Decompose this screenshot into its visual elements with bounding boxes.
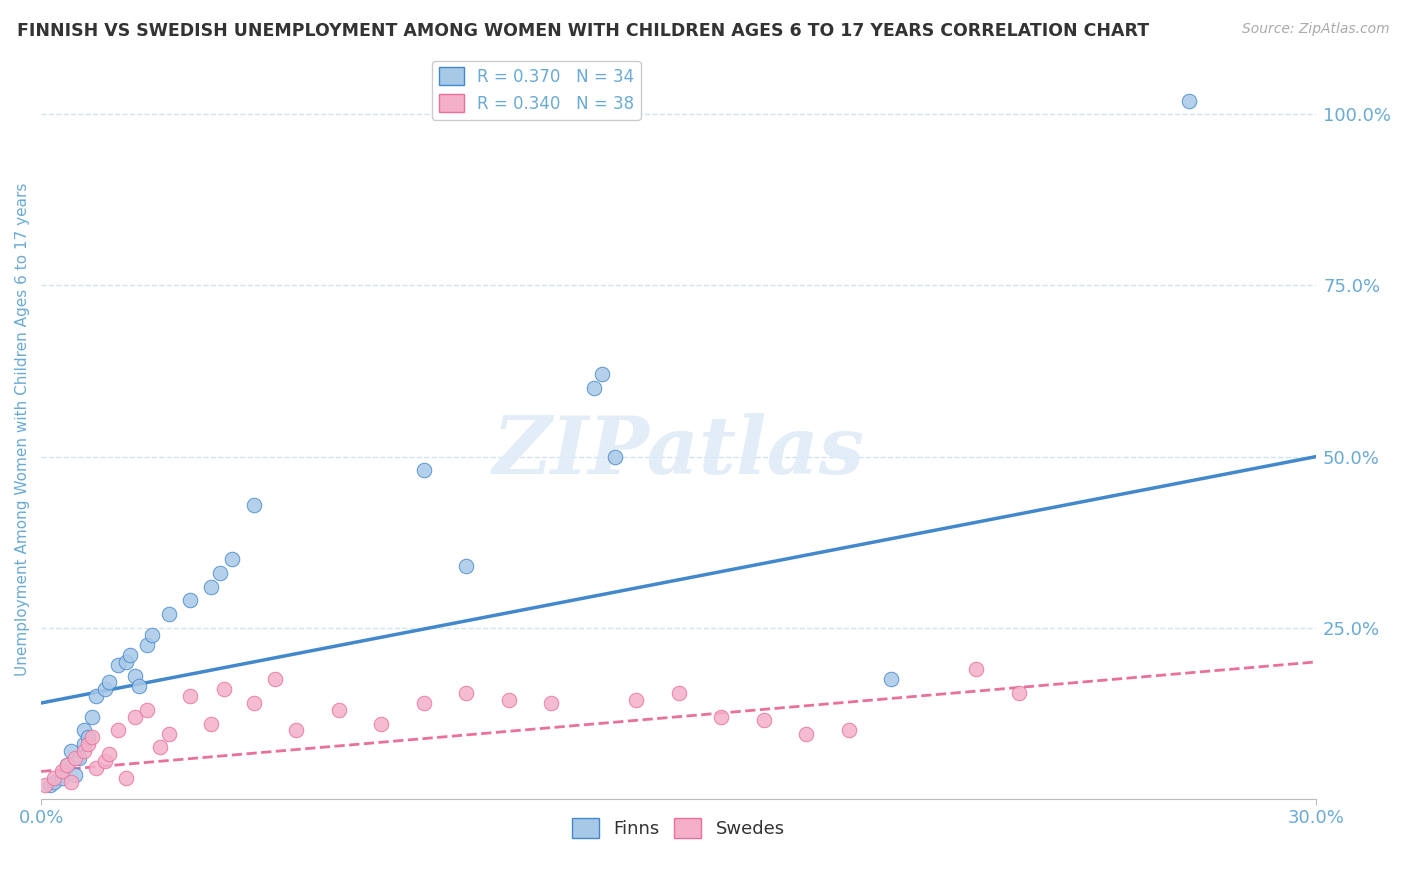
Point xyxy=(179,593,201,607)
Point xyxy=(412,463,434,477)
Point xyxy=(51,772,73,786)
Text: ZIPatlas: ZIPatlas xyxy=(492,413,865,490)
Point xyxy=(582,381,605,395)
Point xyxy=(456,559,478,574)
Point xyxy=(200,716,222,731)
Point xyxy=(157,727,180,741)
Point xyxy=(72,744,94,758)
Point xyxy=(124,709,146,723)
Point xyxy=(221,552,243,566)
Point xyxy=(72,737,94,751)
Point xyxy=(86,761,108,775)
Point xyxy=(1007,686,1029,700)
Point xyxy=(82,730,104,744)
Legend: Finns, Swedes: Finns, Swedes xyxy=(565,811,792,846)
Point xyxy=(63,768,86,782)
Point xyxy=(128,679,150,693)
Point xyxy=(59,744,82,758)
Point xyxy=(603,450,626,464)
Point xyxy=(94,682,117,697)
Point xyxy=(710,709,733,723)
Point xyxy=(98,747,121,762)
Point xyxy=(59,774,82,789)
Point xyxy=(498,692,520,706)
Point xyxy=(34,778,56,792)
Point xyxy=(212,682,235,697)
Point xyxy=(456,686,478,700)
Point xyxy=(51,764,73,779)
Point xyxy=(370,716,392,731)
Point xyxy=(880,672,903,686)
Point xyxy=(179,689,201,703)
Point xyxy=(42,772,65,786)
Point xyxy=(38,778,60,792)
Text: FINNISH VS SWEDISH UNEMPLOYMENT AMONG WOMEN WITH CHILDREN AGES 6 TO 17 YEARS COR: FINNISH VS SWEDISH UNEMPLOYMENT AMONG WO… xyxy=(17,22,1149,40)
Point xyxy=(540,696,562,710)
Point xyxy=(94,754,117,768)
Point xyxy=(115,655,138,669)
Point xyxy=(136,703,159,717)
Point xyxy=(124,668,146,682)
Point xyxy=(86,689,108,703)
Point xyxy=(591,368,613,382)
Point xyxy=(200,580,222,594)
Point xyxy=(76,737,98,751)
Point xyxy=(136,638,159,652)
Point xyxy=(107,723,129,738)
Point xyxy=(72,723,94,738)
Point xyxy=(107,658,129,673)
Point xyxy=(838,723,860,738)
Point xyxy=(82,709,104,723)
Point xyxy=(328,703,350,717)
Point xyxy=(624,692,647,706)
Point xyxy=(55,757,77,772)
Point xyxy=(263,672,285,686)
Point xyxy=(42,774,65,789)
Text: Source: ZipAtlas.com: Source: ZipAtlas.com xyxy=(1241,22,1389,37)
Point xyxy=(115,772,138,786)
Point xyxy=(141,627,163,641)
Point xyxy=(668,686,690,700)
Point xyxy=(794,727,817,741)
Point xyxy=(285,723,308,738)
Y-axis label: Unemployment Among Women with Children Ages 6 to 17 years: Unemployment Among Women with Children A… xyxy=(15,183,30,676)
Point xyxy=(242,498,264,512)
Point xyxy=(208,566,231,580)
Point xyxy=(412,696,434,710)
Point xyxy=(1177,94,1199,108)
Point xyxy=(55,757,77,772)
Point xyxy=(63,751,86,765)
Point xyxy=(67,751,90,765)
Point xyxy=(98,675,121,690)
Point xyxy=(965,662,987,676)
Point xyxy=(242,696,264,710)
Point xyxy=(149,740,172,755)
Point xyxy=(76,730,98,744)
Point xyxy=(752,713,775,727)
Point xyxy=(120,648,142,662)
Point xyxy=(157,607,180,621)
